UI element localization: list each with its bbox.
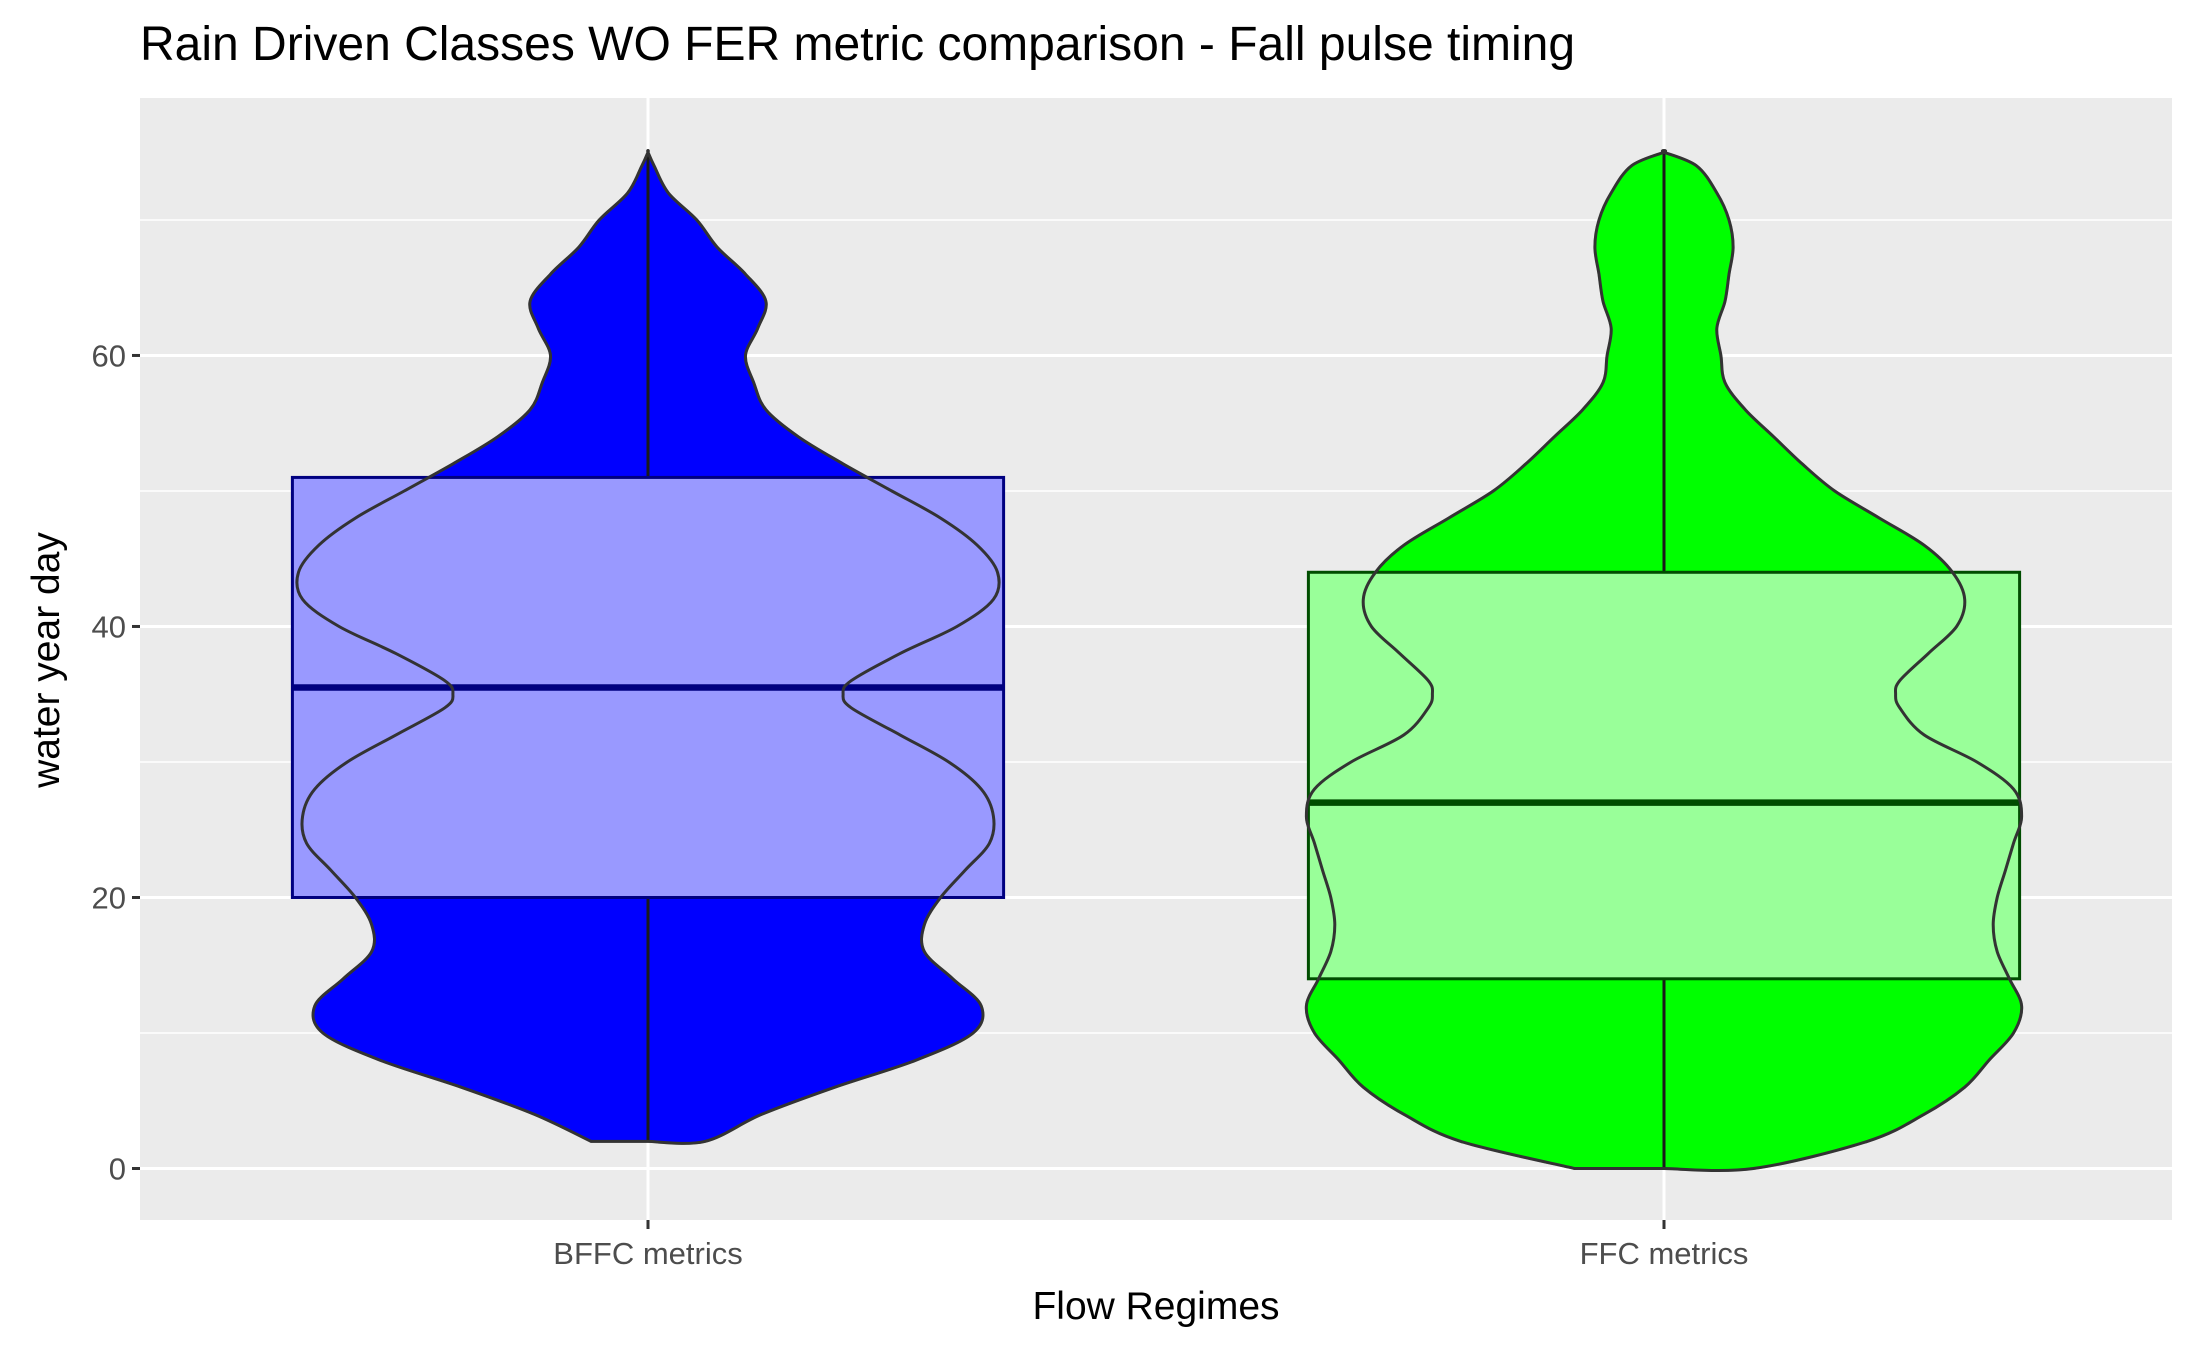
y-axis-title: water year day [25, 532, 68, 789]
violin-outline [295, 148, 1001, 1145]
y-tick-label: 20 [92, 880, 126, 915]
violin-group [290, 148, 1006, 1145]
violins [290, 148, 2024, 1172]
violin-clipped-overlay [296, 150, 1000, 1144]
x-tick-label: FFC metrics [1580, 1236, 1749, 1271]
y-tick-label: 60 [92, 338, 126, 373]
y-tick-label: 0 [109, 1152, 126, 1187]
violin-box-iqr [1306, 570, 2022, 981]
violin-outline [1304, 148, 2024, 1172]
x-tick-label: BFFC metrics [553, 1236, 742, 1271]
violin-group [1304, 148, 2024, 1172]
x-axis-title: Flow Regimes [1032, 1285, 1279, 1328]
violin-clipped-overlay [1306, 150, 2022, 1171]
y-tick-label: 40 [92, 609, 126, 644]
chart-title: Rain Driven Classes WO FER metric compar… [140, 18, 1575, 71]
axes: 0 20 40 60 BFFC metrics FFC metrics [92, 338, 1749, 1271]
